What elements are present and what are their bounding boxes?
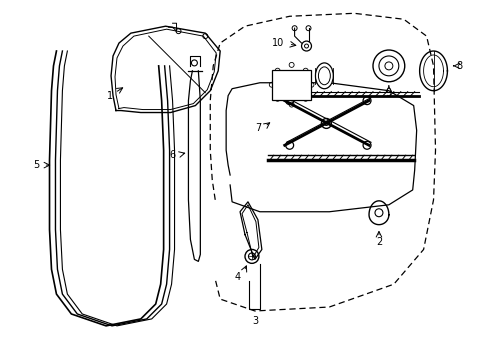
Text: 9: 9 [385, 88, 391, 98]
Ellipse shape [315, 63, 333, 89]
Text: 1: 1 [107, 91, 113, 101]
Text: 3: 3 [251, 316, 258, 326]
Text: 2: 2 [375, 237, 381, 247]
Text: 4: 4 [235, 272, 241, 282]
Text: 6: 6 [169, 150, 175, 160]
Text: 8: 8 [455, 61, 462, 71]
Text: 5: 5 [33, 160, 40, 170]
Ellipse shape [318, 67, 330, 85]
Text: 7: 7 [255, 123, 262, 134]
Text: 10: 10 [272, 38, 284, 48]
FancyBboxPatch shape [271, 70, 311, 100]
